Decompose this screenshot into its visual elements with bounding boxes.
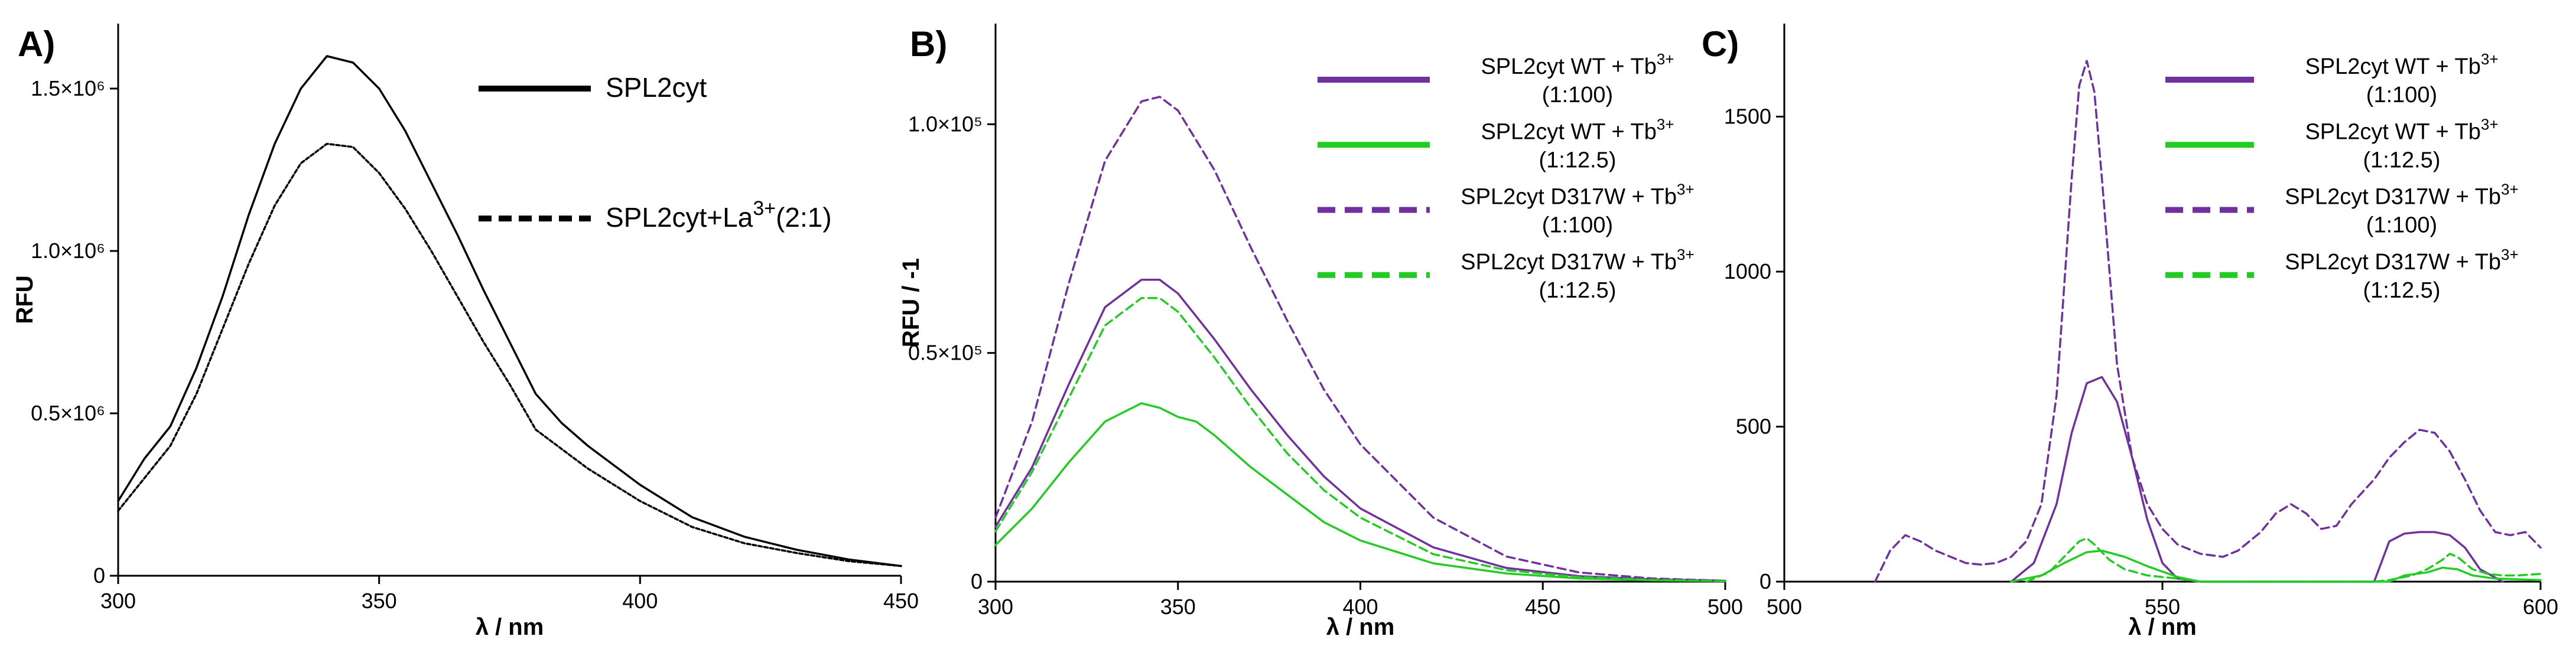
y-tick-label: 0 (1759, 569, 1771, 593)
legend-entry-label: SPL2cyt WT + Tb3+ (1481, 115, 1674, 144)
legend-entry-sublabel: (1:100) (2366, 213, 2437, 238)
series-line-c-4 (2025, 537, 2542, 583)
x-tick-label: 400 (1342, 595, 1378, 619)
legend-entry-label: SPL2cyt WT + Tb3+ (2305, 50, 2498, 79)
legend-entry-label: SPL2cyt WT + Tb3+ (2305, 115, 2498, 144)
legend-entry-sublabel: (1:100) (1542, 213, 1613, 238)
series-line-a-2 (117, 142, 902, 567)
legend-entry-label: SPL2cyt D317W + Tb3+ (1461, 246, 1694, 275)
x-tick-label: 350 (1160, 595, 1196, 619)
x-axis-label: λ / nm (1326, 614, 1395, 640)
legend: SPL2cyt WT + Tb3+ (1:100) SPL2cyt WT + Tb3… (2165, 50, 2519, 303)
y-axis-label: RFU (12, 275, 38, 324)
legend-entry-label: SPL2cyt D317W + Tb3+ (1461, 181, 1694, 210)
legend-entry-sublabel: (1:100) (2366, 83, 2437, 107)
y-tick-label: 0 (93, 563, 105, 588)
x-tick-label: 300 (100, 589, 136, 613)
x-tick-label: 500 (1767, 595, 1802, 619)
legend-entry-label: SPL2cyt WT + Tb3+ (1481, 50, 1674, 79)
y-tick-label: 1.5×10⁶ (31, 76, 105, 100)
y-tick-label: 0 (971, 569, 983, 593)
y-tick-label: 1000 (1724, 259, 1771, 283)
panel-label-c: C) (1702, 24, 1739, 64)
legend-entry-label: SPL2cyt+La3+(2:1) (606, 197, 832, 233)
y-tick-label: 1500 (1724, 105, 1771, 129)
panel-label-a: A) (18, 24, 55, 64)
legend-entry-sublabel: (1:12.5) (1539, 278, 1616, 303)
y-tick-label: 1.0×10⁵ (908, 112, 983, 136)
x-tick-label: 550 (2145, 595, 2180, 619)
legend-entry-sublabel: (1:100) (1542, 83, 1613, 107)
series-line-b-1 (994, 279, 1726, 582)
x-tick-label: 450 (1525, 595, 1560, 619)
x-tick-label: 500 (1707, 595, 1743, 619)
legend-entry-label: SPL2cyt D317W + Tb3+ (2285, 181, 2518, 210)
x-tick-label: 600 (2523, 595, 2558, 619)
y-tick-label: 1.0×10⁶ (31, 239, 105, 263)
series-line-a-1 (117, 55, 902, 567)
series-line-c-3 (1874, 60, 2542, 583)
series-line-b-2 (994, 402, 1726, 582)
y-axis-label: RFU / -1 (898, 258, 924, 347)
y-tick-label: 500 (1736, 415, 1771, 439)
panel-a: A) 300 350 400 450 0 0.5×10⁶ 1.0×10⁶ 1.5×10⁶ λ / … (12, 24, 919, 640)
legend-entry-label: SPL2cyt D317W + Tb3+ (2285, 246, 2518, 275)
legend: SPL2cyt SPL2cyt+La3+(2:1) (479, 72, 832, 233)
series-line-b-3 (994, 96, 1726, 582)
legend-entry-label: SPL2cyt (606, 72, 707, 103)
legend-entry-sublabel: (1:12.5) (2363, 148, 2441, 172)
legend-entry-sublabel: (1:12.5) (1539, 148, 1616, 172)
x-axis-label: λ / nm (2128, 614, 2197, 640)
y-tick-label: 0.5×10⁵ (908, 341, 983, 365)
x-axis-label: λ / nm (476, 614, 544, 640)
x-tick-label: 300 (978, 595, 1013, 619)
x-tick-label: 450 (883, 589, 919, 613)
y-tick-label: 0.5×10⁶ (31, 401, 105, 425)
legend-entry-sublabel: (1:12.5) (2363, 278, 2441, 303)
x-tick-label: 400 (622, 589, 658, 613)
panel-label-b: B) (910, 24, 947, 64)
legend: SPL2cyt WT + Tb3+ (1:100) SPL2cyt WT + Tb3… (1318, 50, 1694, 303)
panel-b: B) 300 350 400 450 500 0 0.5×10⁵ 1.0×10⁵ λ / nm RF… (898, 24, 1743, 640)
x-tick-label: 350 (362, 589, 397, 613)
